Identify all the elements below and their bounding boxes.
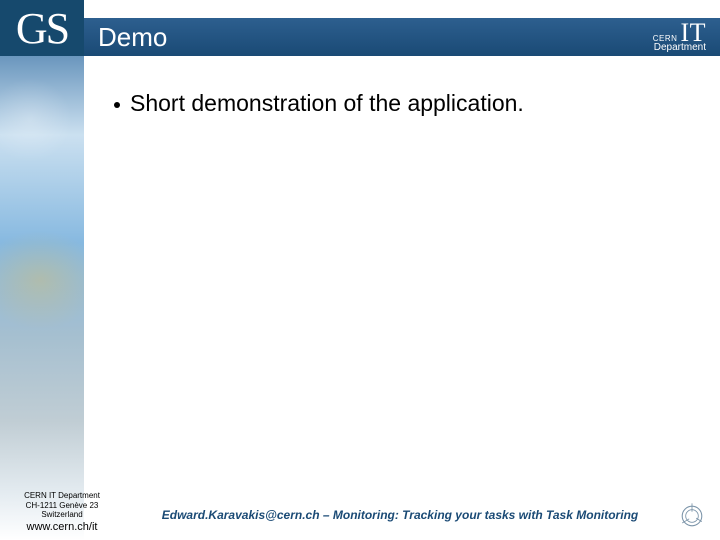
footer-org-line1: CERN IT Department xyxy=(2,491,122,501)
footer-org-line3: Switzerland xyxy=(2,510,122,520)
bullet-text: Short demonstration of the application. xyxy=(130,90,524,117)
sidebar-background xyxy=(0,0,84,540)
content-area: Short demonstration of the application. xyxy=(100,90,700,117)
slide-title: Demo xyxy=(98,22,167,53)
department-label: Department xyxy=(653,42,706,53)
bullet-dot-icon xyxy=(114,102,120,108)
bullet-item: Short demonstration of the application. xyxy=(100,90,700,117)
title-bar: Demo CERN IT Department xyxy=(84,18,720,56)
footer-org-block: CERN IT Department CH-1211 Genève 23 Swi… xyxy=(2,491,122,534)
gs-logo-text: GS xyxy=(16,3,68,54)
gs-logo: GS xyxy=(0,0,84,56)
footer-org-line2: CH-1211 Genève 23 xyxy=(2,501,122,511)
it-big-label: IT xyxy=(680,24,706,42)
footer-url: www.cern.ch/it xyxy=(2,521,122,534)
cern-it-top-row: CERN IT xyxy=(653,24,706,43)
cern-it-logo: CERN IT Department xyxy=(653,24,706,53)
cern-circle-logo-icon xyxy=(678,502,706,530)
footer-attribution: Edward.Karavakis@cern.ch – Monitoring: T… xyxy=(140,508,660,522)
